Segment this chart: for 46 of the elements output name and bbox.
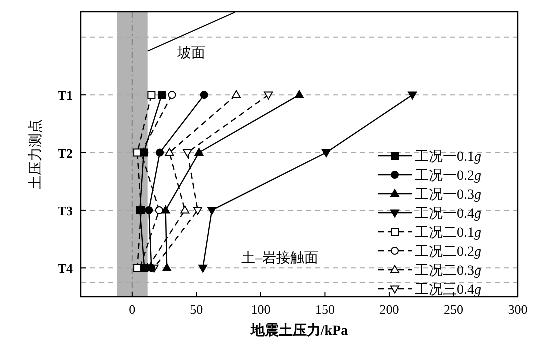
point <box>162 263 172 272</box>
point <box>168 91 176 100</box>
point <box>165 148 174 156</box>
legend-label: 工况一0.4g <box>415 207 482 222</box>
point <box>140 264 149 272</box>
point <box>200 91 208 100</box>
point <box>408 92 418 100</box>
y-tick-label: T1 <box>58 88 73 104</box>
point <box>208 207 217 216</box>
point <box>294 90 304 98</box>
point <box>264 92 274 100</box>
x-tick-label: 300 <box>508 302 528 317</box>
point <box>140 148 148 157</box>
x-tick-label: 100 <box>251 302 271 317</box>
x-tick-label: 250 <box>444 302 464 317</box>
y-tick-label: T2 <box>58 146 73 161</box>
legend-label: 工况一0.3g <box>415 188 482 203</box>
text: 坡面 <box>176 45 206 62</box>
point <box>322 149 332 158</box>
x-tick-label: 150 <box>315 302 335 317</box>
point <box>161 206 170 214</box>
x-tick-label: 0 <box>129 302 136 317</box>
legend-label: 工况一0.2g <box>415 169 482 184</box>
legend-label: 工况二0.1g <box>415 226 482 241</box>
point <box>232 90 242 98</box>
point <box>156 148 164 157</box>
point <box>145 206 154 214</box>
point <box>194 148 204 156</box>
point <box>198 264 208 273</box>
point <box>193 207 202 216</box>
legend-label: 工况二0.3g <box>415 264 482 279</box>
point <box>183 149 192 158</box>
y-tick-label: T4 <box>58 261 74 276</box>
annotation: 土–岩接触面 <box>242 250 319 267</box>
point <box>148 91 156 100</box>
point <box>148 264 156 272</box>
x-axis-title: 地震土压力/kPa <box>250 323 348 339</box>
x-tick-label: 50 <box>190 302 204 317</box>
y-tick-label: T3 <box>58 203 74 218</box>
point <box>155 206 164 214</box>
legend-label: 工况二0.2g <box>415 245 482 260</box>
point <box>180 206 190 214</box>
legend-label: 工况一0.1g <box>415 150 482 165</box>
y-axis-title: 土压力测点 <box>28 120 44 190</box>
point <box>158 91 166 100</box>
x-tick-label: 200 <box>380 302 400 317</box>
